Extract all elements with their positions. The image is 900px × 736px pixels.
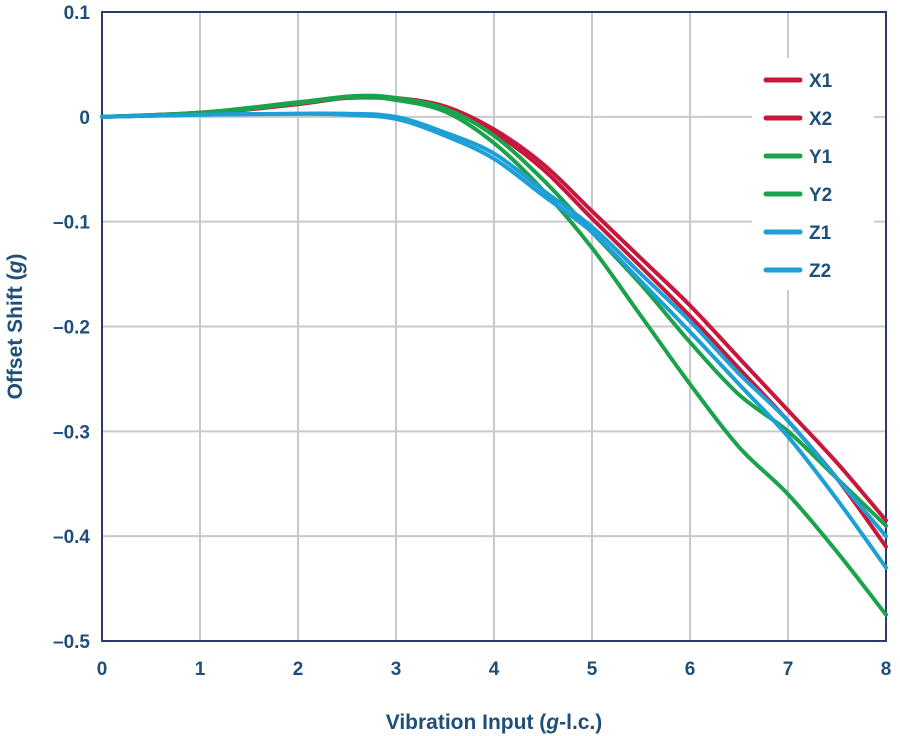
x-tick-label: 8 [881, 659, 892, 680]
x-tick-label: 3 [391, 659, 402, 680]
y-tick-label: –0.4 [53, 527, 90, 548]
y-tick-label: –0.5 [53, 632, 90, 653]
y-tick-label: –0.3 [53, 422, 90, 443]
y-axis-label: Offset Shift (g) [4, 254, 27, 400]
legend-label-z2: Z2 [809, 261, 831, 282]
y-tick-label: –0.2 [53, 318, 90, 339]
y-tick-label: –0.1 [53, 213, 90, 234]
legend-label-z1: Z1 [809, 223, 832, 244]
x-tick-label: 7 [783, 659, 794, 680]
series-line-z2 [100, 111, 888, 570]
x-tick-label: 2 [293, 659, 304, 680]
y-tick-label: 0 [79, 108, 90, 129]
legend: X1 X2 Y1 Y2 Z1 Z2 [752, 58, 874, 290]
series-lines [100, 93, 888, 617]
legend-label-y1: Y1 [809, 147, 833, 168]
x-tick-label: 5 [587, 659, 598, 680]
x-tick-label: 4 [489, 659, 500, 680]
x-tick-labels: 0 1 2 3 4 5 6 7 8 [97, 659, 892, 680]
legend-label-x2: X2 [809, 109, 832, 130]
plot-frame [101, 11, 887, 642]
legend-background [752, 58, 874, 290]
x-tick-label: 1 [195, 659, 206, 680]
x-tick-label: 6 [685, 659, 696, 680]
y-tick-labels: 0.1 0 –0.1 –0.2 –0.3 –0.4 –0.5 [53, 3, 90, 653]
legend-label-x1: X1 [809, 71, 833, 92]
x-axis-label: Vibration Input (g-l.c.) [386, 711, 603, 734]
y-tick-label: 0.1 [64, 3, 91, 24]
x-tick-label: 0 [97, 659, 108, 680]
legend-label-y2: Y2 [809, 185, 832, 206]
